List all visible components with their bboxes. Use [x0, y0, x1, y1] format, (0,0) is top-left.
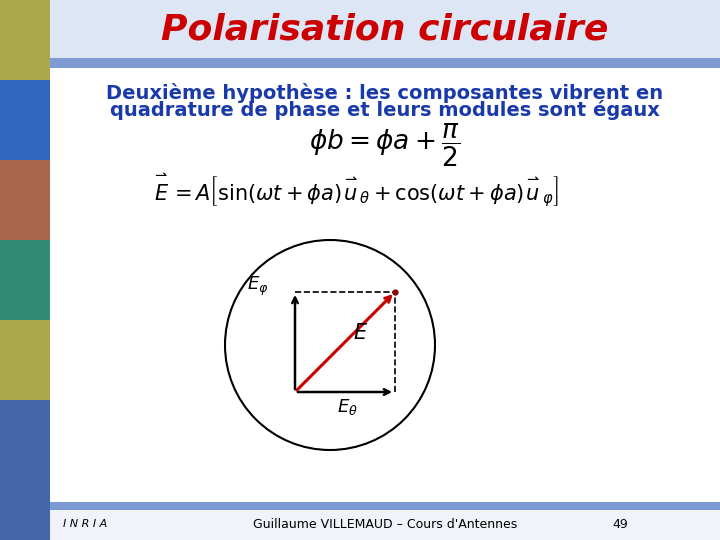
- Text: I N R I A: I N R I A: [63, 519, 107, 529]
- Bar: [50, 502, 720, 510]
- Bar: [0, 0, 50, 540]
- Bar: [0, 80, 50, 160]
- Text: $E$: $E$: [353, 323, 368, 343]
- Bar: [50, 58, 720, 68]
- Bar: [0, 240, 50, 320]
- Text: $E_{\theta}$: $E_{\theta}$: [337, 397, 358, 417]
- Text: $\phi b = \phi a + \dfrac{\pi}{2}$: $\phi b = \phi a + \dfrac{\pi}{2}$: [310, 122, 461, 168]
- Bar: [0, 0, 50, 80]
- Text: $E_{\varphi}$: $E_{\varphi}$: [247, 275, 269, 298]
- Text: $\overset{\rightharpoonup}{E} = A\left[\sin(\omega t + \phi a)\overset{\righthar: $\overset{\rightharpoonup}{E} = A\left[\…: [152, 171, 559, 210]
- Text: Guillaume VILLEMAUD – Cours d'Antennes: Guillaume VILLEMAUD – Cours d'Antennes: [253, 517, 517, 530]
- Text: 49: 49: [612, 517, 628, 530]
- Bar: [50, 28, 720, 508]
- Bar: [0, 320, 50, 400]
- Text: Polarisation circulaire: Polarisation circulaire: [161, 12, 608, 46]
- Bar: [0, 160, 50, 240]
- Text: Deuxième hypothèse : les composantes vibrent en: Deuxième hypothèse : les composantes vib…: [107, 83, 664, 103]
- Text: quadrature de phase et leurs modules sont égaux: quadrature de phase et leurs modules son…: [110, 100, 660, 120]
- Bar: [50, 0, 720, 58]
